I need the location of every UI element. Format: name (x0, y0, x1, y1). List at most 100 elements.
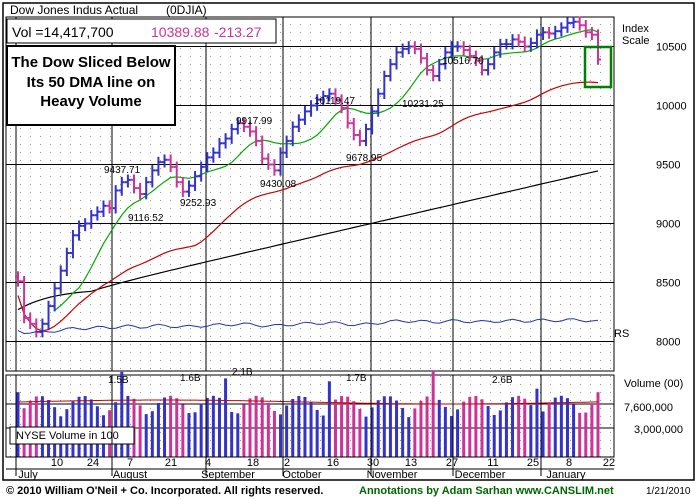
price-bar (247, 121, 253, 137)
volume-bar (321, 415, 325, 457)
volume-bar (492, 414, 496, 457)
price-bar (57, 265, 64, 294)
price-bar (509, 34, 516, 50)
volume-bar (431, 370, 435, 457)
price-bar (100, 200, 107, 218)
price-bar (369, 106, 376, 135)
price-bar (94, 206, 101, 221)
price-annotation: 9678.95 (346, 153, 383, 164)
price-tick-label: 8500 (656, 278, 680, 290)
price-bar (198, 161, 205, 182)
price-bar (155, 156, 162, 176)
price-bar (51, 283, 58, 312)
price-bar (27, 312, 34, 330)
x-tick-label: 27 (446, 457, 458, 469)
volume-bar (401, 407, 405, 457)
price-bar (271, 159, 278, 176)
volume-bar (449, 416, 453, 457)
volume-bar (553, 397, 557, 457)
volume-bar (193, 412, 197, 457)
price-bar (521, 36, 528, 52)
price-annotation: 9917.99 (236, 116, 273, 127)
volume-bar (559, 395, 563, 457)
price-bar (582, 19, 589, 38)
ma-long-line (17, 170, 599, 311)
x-tick-label: 4 (205, 457, 211, 469)
highlight-box (583, 45, 613, 89)
x-tick-label: 24 (87, 457, 99, 469)
volume-bar (156, 402, 160, 457)
volume-bar (523, 398, 527, 457)
volume-bar (498, 410, 502, 457)
price-bar (314, 94, 321, 111)
price-bar (375, 88, 382, 117)
price-bar (430, 64, 437, 82)
volume-bar (150, 411, 154, 457)
price-bar (137, 182, 144, 200)
volume-bar (242, 404, 246, 457)
volume-bar (248, 398, 252, 457)
volume-bar (327, 381, 331, 457)
price-tick-label: 10000 (656, 101, 687, 113)
x-tick-label: 13 (405, 457, 417, 469)
volume-bar (419, 400, 423, 457)
price-bar (381, 70, 388, 100)
month-label: August (113, 469, 147, 481)
volume-bar (224, 378, 228, 457)
volume-bar (364, 416, 368, 457)
annotation-line-2: Its 50 DMA line on (27, 74, 156, 91)
volume-bar (407, 417, 411, 457)
price-change: -213.27 (214, 24, 262, 40)
volume-bar (443, 406, 447, 457)
price-bar (289, 121, 296, 147)
price-tick-label: 9500 (656, 160, 680, 172)
price-bar (173, 161, 180, 188)
price-bar (216, 137, 223, 159)
price-bar (222, 133, 229, 149)
price-bar (485, 58, 492, 76)
volume-bar (596, 392, 600, 457)
price-bar (185, 180, 192, 197)
price-bar (350, 117, 357, 141)
price-bar (576, 16, 583, 31)
chart-symbol: (0DJIA) (166, 3, 207, 17)
volume-bar (504, 402, 508, 457)
rs-line (17, 318, 599, 335)
volume-bar (199, 403, 203, 457)
volume-average-line (17, 399, 599, 405)
price-bar (124, 174, 131, 188)
chart-date: 1/21/2010 (646, 486, 691, 497)
volume-bar (217, 397, 221, 457)
price-bar (405, 41, 412, 55)
x-tick-label: 25 (527, 457, 539, 469)
volume-bar (565, 398, 569, 457)
volume-bar (205, 397, 209, 457)
volume-bar (211, 395, 215, 457)
volume-bar (547, 403, 551, 457)
price-bar (326, 88, 333, 102)
volume-bar (187, 413, 191, 457)
volume-bar (303, 396, 307, 457)
price-bar (540, 27, 547, 41)
volume-bar (529, 405, 533, 457)
price-bar (479, 55, 485, 76)
price-bar (21, 276, 28, 324)
month-label: September (201, 469, 255, 481)
price-bar (308, 100, 315, 117)
volume-bar (535, 388, 539, 457)
price-bar (564, 17, 571, 33)
volume-bar (370, 407, 374, 457)
price-bar (167, 154, 174, 173)
price-bar (399, 43, 406, 58)
price-bar (454, 41, 461, 52)
vol-label: Vol =14,417,700 (12, 24, 114, 40)
price-bar (131, 174, 137, 194)
x-tick-label: 22 (603, 457, 615, 469)
month-label: November (367, 469, 418, 481)
price-bar (344, 102, 351, 129)
price-bar (63, 247, 70, 277)
volume-bar (266, 402, 270, 457)
x-tick-label: 11 (487, 457, 498, 469)
price-bar (356, 129, 363, 147)
